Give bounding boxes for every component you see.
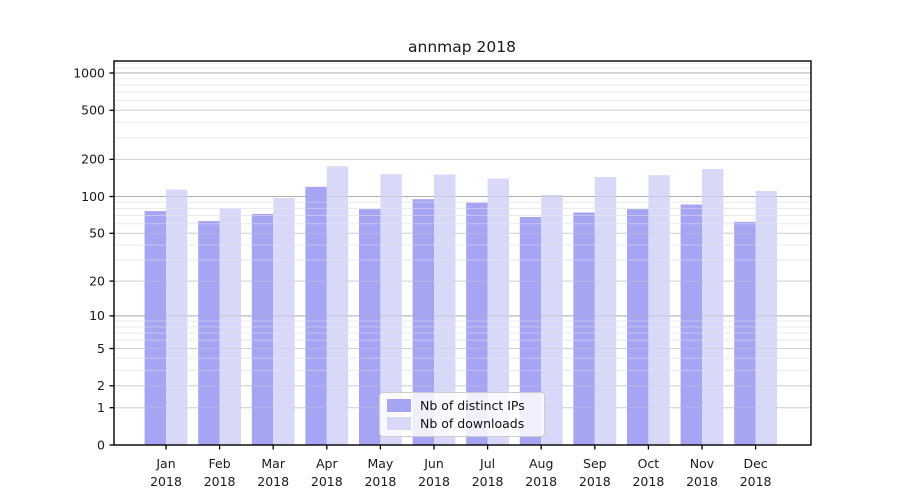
bar-ips-jun bbox=[412, 199, 434, 445]
y-tick-label: 1000 bbox=[73, 65, 105, 80]
bar-downloads-nov bbox=[702, 169, 724, 445]
x-tick-label-month: Mar bbox=[261, 456, 285, 471]
bar-downloads-jan bbox=[166, 189, 188, 445]
y-tick-label: 5 bbox=[97, 341, 105, 356]
x-tick-label-year: 2018 bbox=[150, 474, 182, 489]
x-tick-label-year: 2018 bbox=[579, 474, 611, 489]
legend-swatch-distinct-ips bbox=[387, 399, 411, 412]
chart-title: annmap 2018 bbox=[408, 38, 516, 56]
x-tick-label-year: 2018 bbox=[364, 474, 396, 489]
y-tick-label: 200 bbox=[81, 152, 105, 167]
bar-ips-jan bbox=[144, 211, 166, 445]
legend: Nb of distinct IPs Nb of downloads bbox=[379, 392, 545, 437]
x-tick-label-month: May bbox=[367, 456, 393, 471]
legend-item-downloads: Nb of downloads bbox=[387, 415, 536, 431]
y-tick-label: 1 bbox=[97, 400, 105, 415]
x-tick-label-year: 2018 bbox=[686, 474, 718, 489]
bar-downloads-apr bbox=[326, 166, 349, 446]
bar-ips-dec bbox=[734, 221, 756, 445]
bar-downloads-oct bbox=[648, 175, 670, 445]
bar-downloads-feb bbox=[219, 208, 241, 445]
plot-border bbox=[113, 60, 812, 446]
bar-ips-nov bbox=[680, 204, 702, 445]
x-tick-label-year: 2018 bbox=[311, 474, 343, 489]
x-tick-label-month: Feb bbox=[209, 456, 231, 471]
y-tick-label: 10 bbox=[89, 308, 105, 323]
bar-downloads-may bbox=[380, 174, 402, 445]
y-tick-label: 50 bbox=[89, 226, 105, 241]
bar-downloads-jun bbox=[434, 174, 456, 445]
y-tick-label: 100 bbox=[81, 189, 105, 204]
x-tick-label-year: 2018 bbox=[632, 474, 664, 489]
x-tick-label-year: 2018 bbox=[740, 474, 772, 489]
bar-ips-sep bbox=[573, 212, 595, 445]
bar-ips-may bbox=[359, 209, 381, 445]
y-tick-label: 20 bbox=[89, 273, 105, 288]
x-tick-label-month: Nov bbox=[690, 456, 715, 471]
x-tick-label-month: Oct bbox=[638, 456, 660, 471]
bar-downloads-jul bbox=[487, 178, 509, 445]
x-tick-label-year: 2018 bbox=[257, 474, 289, 489]
bar-ips-mar bbox=[251, 214, 274, 445]
y-tick-label: 0 bbox=[97, 437, 105, 452]
y-tick-label: 2 bbox=[97, 378, 105, 393]
y-tick-label: 500 bbox=[81, 103, 105, 118]
x-tick-label-month: Jan bbox=[155, 456, 175, 471]
x-tick-label-month: Jul bbox=[479, 456, 495, 471]
bar-downloads-sep bbox=[594, 177, 617, 445]
bar-ips-jul bbox=[466, 202, 488, 445]
x-tick-label-month: Dec bbox=[743, 456, 767, 471]
x-tick-label-month: Aug bbox=[529, 456, 553, 471]
x-tick-label-year: 2018 bbox=[204, 474, 236, 489]
bar-ips-aug bbox=[519, 217, 542, 445]
x-tick-label-month: Apr bbox=[316, 456, 338, 471]
x-tick-label-month: Jun bbox=[423, 456, 444, 471]
bar-ips-feb bbox=[198, 221, 220, 445]
x-tick-label-month: Sep bbox=[583, 456, 607, 471]
bar-downloads-mar bbox=[273, 198, 295, 445]
legend-item-distinct-ips: Nb of distinct IPs bbox=[387, 397, 536, 413]
legend-label-downloads: Nb of downloads bbox=[420, 415, 525, 431]
bar-ips-oct bbox=[627, 209, 649, 445]
x-tick-label-year: 2018 bbox=[525, 474, 557, 489]
bar-ips-apr bbox=[305, 186, 327, 446]
x-tick-label-year: 2018 bbox=[472, 474, 504, 489]
bar-downloads-dec bbox=[755, 190, 777, 445]
legend-label-distinct-ips: Nb of distinct IPs bbox=[420, 397, 525, 413]
legend-swatch-downloads bbox=[387, 417, 411, 430]
bar-downloads-aug bbox=[541, 194, 563, 445]
x-tick-label-year: 2018 bbox=[418, 474, 450, 489]
